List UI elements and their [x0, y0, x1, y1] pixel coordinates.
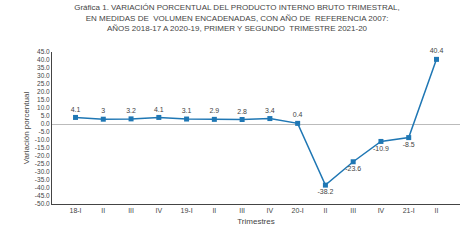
svg-text:25.0: 25.0 — [37, 80, 50, 87]
svg-text:2.8: 2.8 — [237, 108, 247, 115]
svg-text:-38.2: -38.2 — [317, 188, 333, 195]
svg-text:-50.0: -50.0 — [35, 200, 50, 207]
svg-text:Variación porcentual: Variación porcentual — [22, 92, 31, 165]
svg-text:20-I: 20-I — [292, 207, 304, 214]
svg-text:-25.0: -25.0 — [35, 160, 50, 167]
svg-text:-8.5: -8.5 — [403, 141, 415, 148]
svg-text:4.1: 4.1 — [154, 106, 164, 113]
svg-text:Trimestres: Trimestres — [237, 217, 274, 226]
svg-text:-40.0: -40.0 — [35, 184, 50, 191]
svg-text:-30.0: -30.0 — [35, 168, 50, 175]
svg-text:10.0: 10.0 — [37, 104, 50, 111]
svg-text:-45.0: -45.0 — [35, 192, 50, 199]
svg-text:40.4: 40.4 — [430, 47, 444, 54]
svg-text:15.0: 15.0 — [37, 96, 50, 103]
svg-text:III: III — [128, 207, 134, 214]
svg-text:3.1: 3.1 — [182, 107, 192, 114]
svg-text:II: II — [435, 207, 439, 214]
svg-text:-5.0: -5.0 — [38, 128, 50, 135]
svg-text:3.2: 3.2 — [126, 107, 136, 114]
svg-text:-15.0: -15.0 — [35, 144, 50, 151]
svg-text:18-I: 18-I — [69, 207, 81, 214]
svg-text:35.0: 35.0 — [37, 64, 50, 71]
svg-text:IV: IV — [267, 207, 274, 214]
svg-text:2.9: 2.9 — [209, 107, 219, 114]
svg-text:II: II — [212, 207, 216, 214]
svg-text:3.4: 3.4 — [265, 107, 275, 114]
svg-text:0.0: 0.0 — [41, 120, 50, 127]
svg-text:30.0: 30.0 — [37, 72, 50, 79]
svg-text:-10.9: -10.9 — [373, 145, 389, 152]
svg-text:IV: IV — [378, 207, 385, 214]
svg-text:21-I: 21-I — [403, 207, 415, 214]
svg-text:II: II — [101, 207, 105, 214]
svg-text:-20.0: -20.0 — [35, 152, 50, 159]
svg-text:-35.0: -35.0 — [35, 176, 50, 183]
svg-text:II: II — [323, 207, 327, 214]
svg-text:3: 3 — [101, 107, 105, 114]
svg-text:III: III — [239, 207, 245, 214]
svg-text:-23.6: -23.6 — [345, 165, 361, 172]
svg-text:5.0: 5.0 — [41, 112, 50, 119]
svg-text:45.0: 45.0 — [37, 48, 50, 55]
svg-text:III: III — [350, 207, 356, 214]
svg-text:20.0: 20.0 — [37, 88, 50, 95]
svg-text:Gráfica 1. VARIACIÓN PORCENTUA: Gráfica 1. VARIACIÓN PORCENTUAL DEL PROD… — [74, 3, 400, 33]
svg-text:0.4: 0.4 — [293, 111, 303, 118]
svg-text:40.0: 40.0 — [37, 56, 50, 63]
svg-text:IV: IV — [156, 207, 163, 214]
svg-text:19-I: 19-I — [181, 207, 193, 214]
svg-text:4.1: 4.1 — [71, 106, 81, 113]
svg-text:-10.0: -10.0 — [35, 136, 50, 143]
